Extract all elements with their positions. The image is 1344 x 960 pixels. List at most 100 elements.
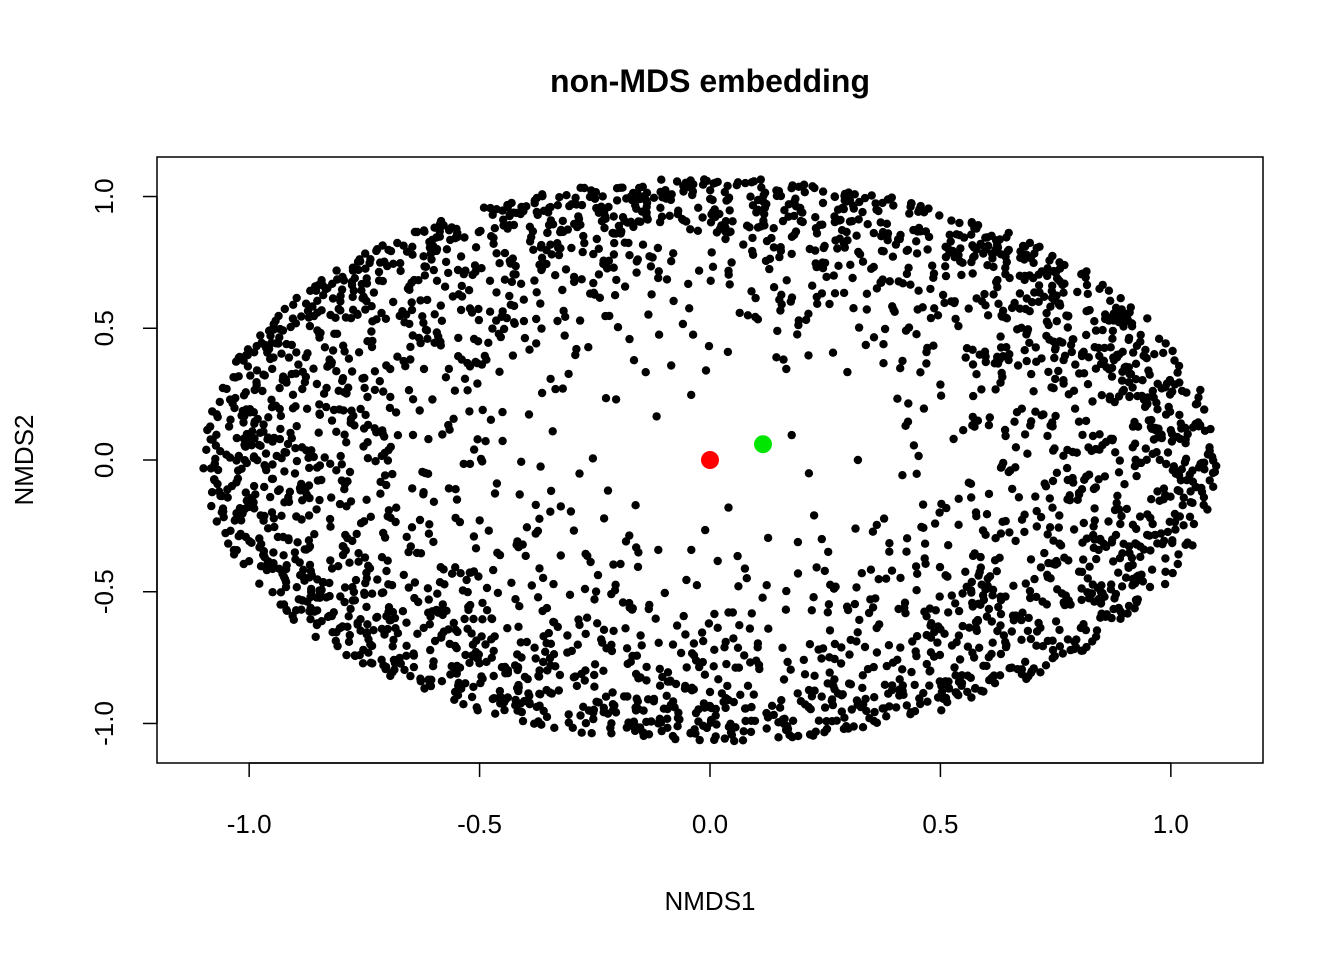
scatter-point (532, 288, 541, 297)
scatter-point (901, 609, 910, 618)
scatter-point (320, 453, 329, 462)
scatter-point (489, 565, 498, 575)
scatter-point (781, 605, 791, 614)
scatter-point (428, 395, 437, 404)
scatter-point (887, 566, 897, 575)
scatter-point (1083, 588, 1092, 597)
scatter-point (896, 643, 905, 652)
scatter-point (260, 482, 269, 492)
scatter-point (743, 311, 753, 320)
scatter-point (376, 489, 385, 498)
scatter-point (556, 502, 565, 511)
scatter-point (1132, 597, 1142, 607)
scatter-point (292, 583, 301, 592)
scatter-point (1092, 554, 1101, 564)
scatter-point (452, 644, 461, 653)
scatter-point (1131, 375, 1141, 384)
scatter-point (548, 427, 557, 436)
scatter-point (746, 658, 755, 667)
scatter-point (416, 296, 425, 305)
scatter-point (689, 651, 699, 660)
scatter-point (825, 626, 835, 635)
scatter-point (747, 287, 756, 296)
scatter-point (837, 707, 846, 716)
scatter-point (444, 420, 453, 430)
scatter-point (264, 557, 273, 566)
scatter-point (1115, 554, 1125, 563)
scatter-point (922, 359, 931, 368)
scatter-point (1173, 559, 1183, 569)
scatter-point (456, 252, 466, 261)
scatter-point (454, 681, 463, 690)
scatter-point (1055, 337, 1064, 346)
scatter-point (423, 584, 433, 593)
scatter-point (710, 609, 719, 619)
scatter-point (610, 238, 619, 248)
scatter-point (926, 284, 935, 294)
scatter-point (464, 605, 473, 615)
scatter-point (834, 216, 844, 225)
scatter-point (471, 647, 481, 657)
scatter-point (946, 237, 955, 246)
scatter-point (912, 469, 921, 478)
scatter-point (232, 478, 241, 487)
scatter-point (1073, 495, 1082, 504)
scatter-point (612, 184, 622, 193)
scatter-point (756, 175, 765, 184)
scatter-point (432, 605, 441, 615)
scatter-point (649, 193, 659, 202)
scatter-point (1171, 469, 1181, 478)
scatter-point (327, 564, 337, 573)
scatter-point (601, 394, 611, 403)
scatter-point (473, 435, 482, 444)
scatter-point (525, 345, 534, 354)
scatter-point (1099, 539, 1109, 549)
scatter-point (605, 311, 614, 321)
scatter-point (541, 647, 550, 656)
scatter-point (482, 657, 491, 667)
scatter-point (676, 648, 686, 658)
scatter-point (692, 581, 702, 590)
scatter-point (412, 227, 422, 237)
scatter-point (748, 201, 758, 210)
scatter-point (275, 383, 284, 393)
scatter-point (325, 591, 334, 601)
scatter-point (542, 259, 551, 269)
scatter-point (996, 609, 1006, 619)
scatter-point (544, 220, 554, 230)
scatter-point (809, 731, 818, 740)
scatter-point (295, 558, 304, 567)
scatter-point (872, 205, 881, 214)
scatter-point (609, 626, 618, 636)
scatter-point (1052, 317, 1062, 326)
scatter-point (694, 203, 703, 212)
scatter-point (362, 629, 371, 638)
scatter-point (529, 245, 538, 254)
scatter-point (877, 232, 886, 241)
scatter-point (1130, 439, 1140, 448)
scatter-point (319, 291, 328, 300)
scatter-point (340, 347, 349, 356)
scatter-point (384, 603, 394, 612)
scatter-point (758, 593, 767, 602)
scatter-point (888, 681, 897, 690)
scatter-point (284, 353, 294, 362)
scatter-point (800, 670, 810, 679)
scatter-point (919, 688, 928, 698)
scatter-point (408, 331, 417, 340)
scatter-point (710, 645, 719, 654)
scatter-point (315, 333, 324, 342)
scatter-point (482, 606, 492, 615)
scatter-point (911, 562, 921, 571)
scatter-point (843, 367, 852, 377)
scatter-point (848, 273, 857, 283)
scatter-point (298, 496, 307, 505)
scatter-point (449, 414, 458, 423)
scatter-point (539, 632, 548, 641)
scatter-point (979, 687, 988, 696)
scatter-point (1032, 357, 1041, 366)
scatter-point (463, 386, 472, 395)
scatter-point (1084, 306, 1093, 315)
scatter-point (902, 269, 912, 279)
